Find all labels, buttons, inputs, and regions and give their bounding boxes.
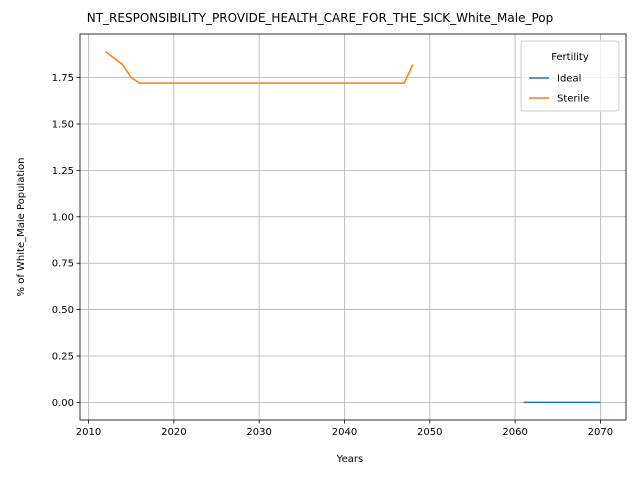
x-tick-label: 2060 bbox=[502, 427, 527, 438]
y-tick-label: 1.50 bbox=[52, 120, 74, 131]
x-tick-label: 2040 bbox=[332, 427, 357, 438]
x-axis-ticks: 2010 2020 2030 2040 2050 2060 2070 bbox=[76, 420, 613, 438]
x-tick-label: 2070 bbox=[588, 427, 613, 438]
legend-title: Fertility bbox=[551, 52, 589, 63]
y-tick-label: 0.75 bbox=[52, 259, 74, 270]
x-tick-label: 2020 bbox=[161, 427, 186, 438]
y-axis-label: % of White_Male Population bbox=[16, 158, 27, 297]
y-tick-label: 0.25 bbox=[52, 351, 74, 362]
x-axis-label: Years bbox=[336, 454, 363, 465]
legend-items: Ideal Sterile bbox=[529, 74, 589, 105]
y-tick-label: 1.25 bbox=[52, 166, 74, 177]
legend-label-ideal: Ideal bbox=[557, 74, 581, 85]
legend: Fertility Ideal Sterile bbox=[520, 40, 620, 112]
y-tick-label: 1.00 bbox=[52, 212, 74, 223]
y-tick-label: 0.00 bbox=[52, 398, 74, 409]
x-tick-label: 2010 bbox=[76, 427, 101, 438]
legend-box bbox=[520, 40, 620, 112]
series-line-sterile bbox=[105, 51, 414, 84]
series-layer bbox=[105, 51, 601, 404]
grid-lines bbox=[80, 34, 626, 420]
legend-label-sterile: Sterile bbox=[557, 94, 589, 105]
chart-title: NT_RESPONSIBILITY_PROVIDE_HEALTH_CARE_FO… bbox=[87, 11, 554, 25]
x-tick-label: 2050 bbox=[417, 427, 442, 438]
y-axis-ticks: 0.00 0.25 0.50 0.75 1.00 1.25 1.50 1.75 bbox=[52, 73, 80, 409]
y-tick-label: 1.75 bbox=[52, 73, 74, 84]
x-tick-label: 2030 bbox=[246, 427, 271, 438]
y-tick-label: 0.50 bbox=[52, 305, 74, 316]
plot-frame bbox=[79, 33, 627, 421]
